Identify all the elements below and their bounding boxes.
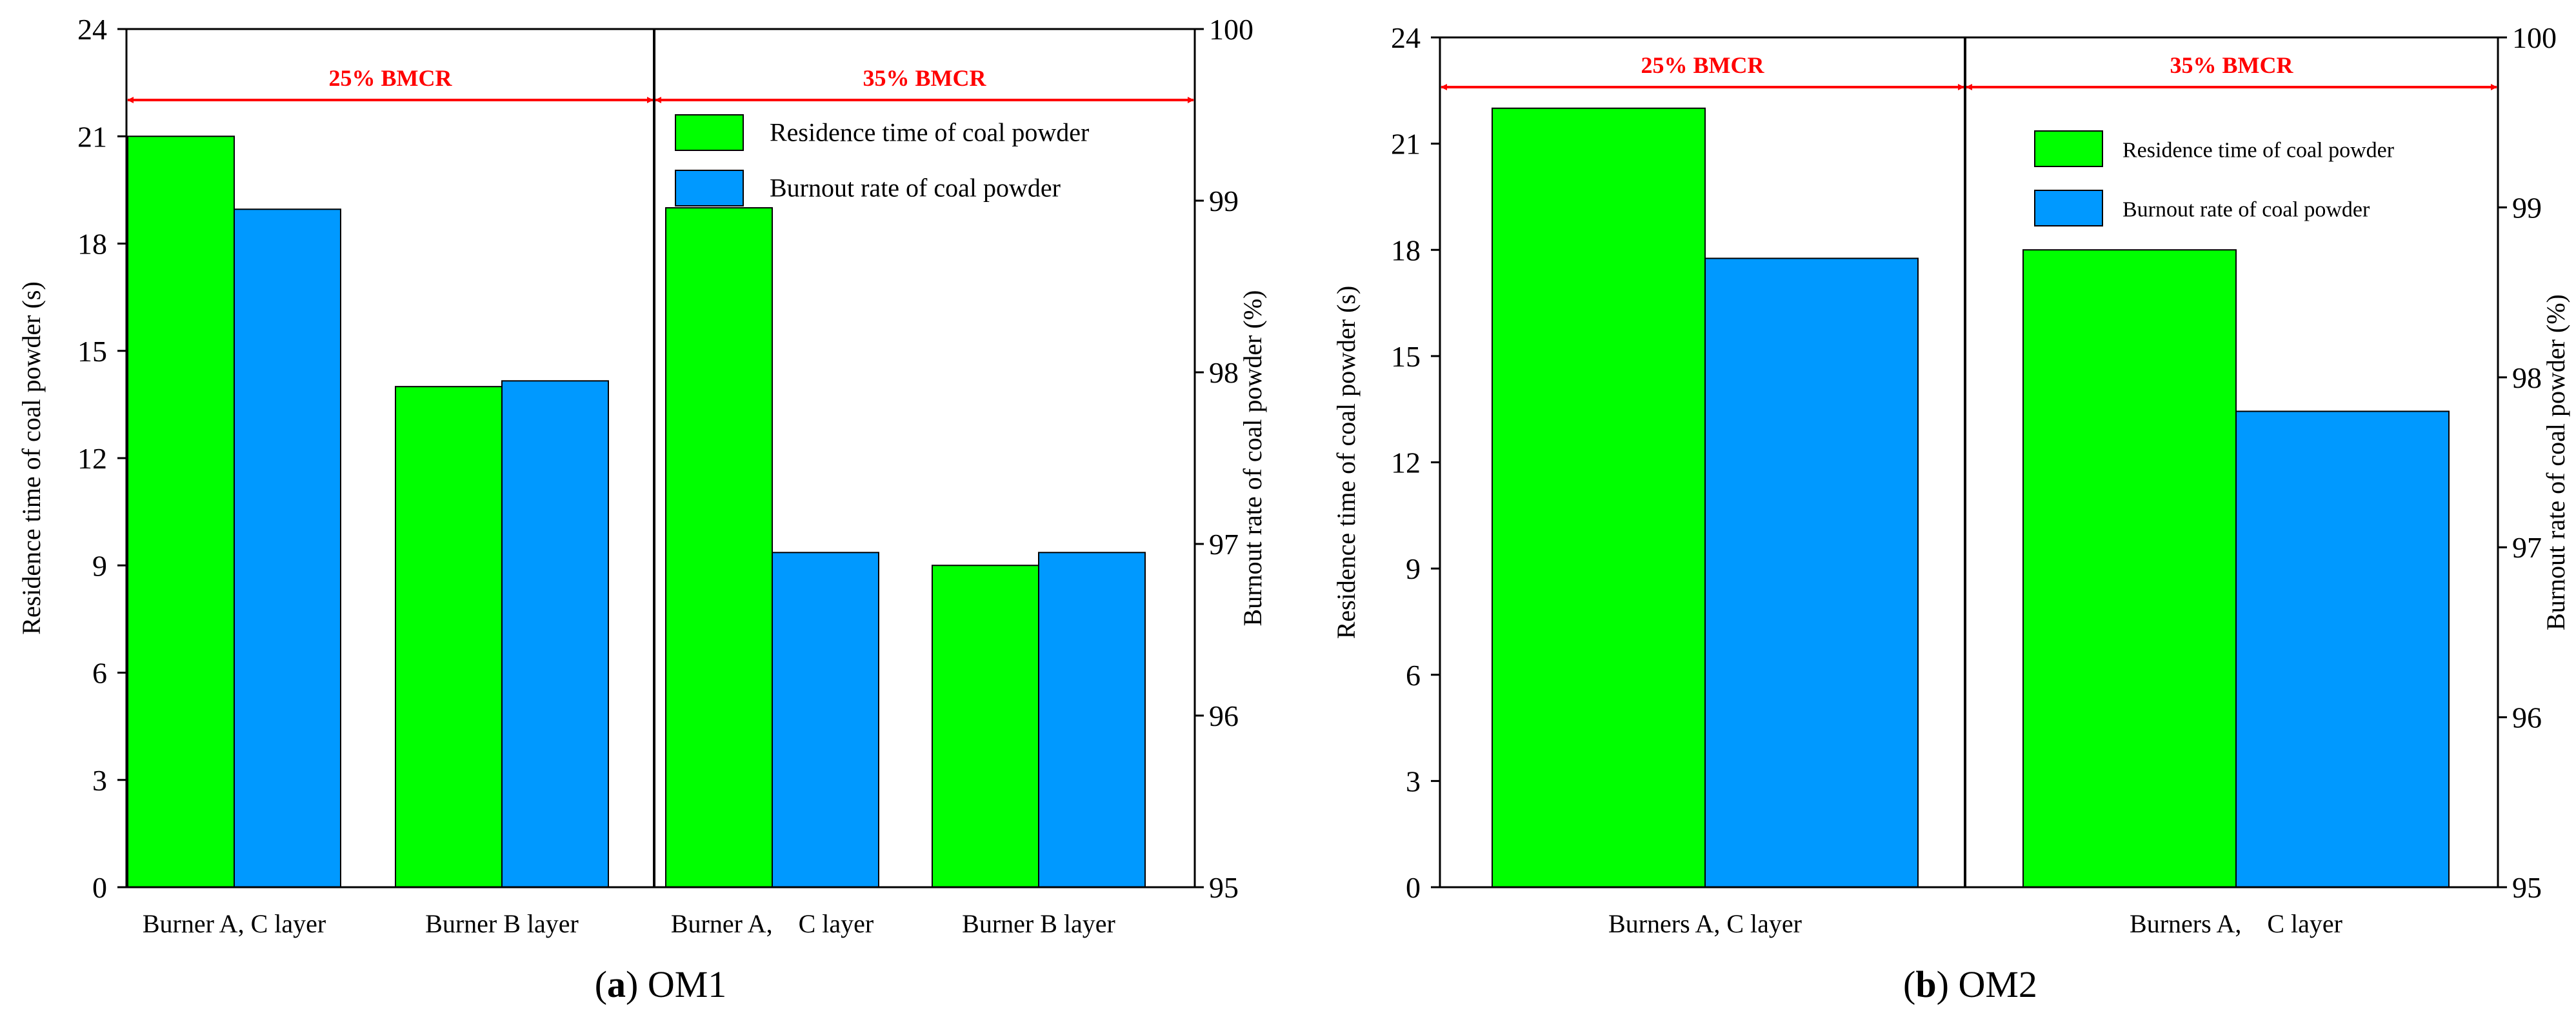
bmcr-label: 35% BMCR <box>863 65 987 91</box>
panel-caption: (b) OM2 <box>1903 963 2037 1005</box>
bars <box>127 136 1146 888</box>
left-axis-tick-label: 6 <box>1406 659 1421 692</box>
left-axis-tick-label: 9 <box>1406 552 1421 585</box>
bar-residence-time-4 <box>932 565 1039 888</box>
category-label: Burners A, C layer <box>1608 909 1802 938</box>
category-label: Burner B layer <box>425 909 579 938</box>
chart-panel-a: 25% BMCR 35% BMCR 0 3 6 9 12 15 18 21 24 95 96 97 98 99… <box>17 13 1267 1005</box>
legend-swatch-burnout-rate <box>2034 190 2103 226</box>
bars <box>1492 107 2450 888</box>
right-axis-tick-label: 98 <box>2512 361 2542 394</box>
bar-burnout-rate-3 <box>772 552 879 888</box>
left-axis-tick-label: 15 <box>77 335 107 368</box>
category-label: Burner A, C layer <box>143 909 326 938</box>
legend-label: Residence time of coal powder <box>2122 139 2395 163</box>
bar-burnout-rate-1 <box>1704 257 1919 888</box>
right-axis-tick-label: 99 <box>2512 191 2542 224</box>
caption-open-paren: ( <box>595 963 607 1005</box>
bar-residence-time-1 <box>127 136 235 888</box>
bar-residence-time-1 <box>1492 107 1706 888</box>
legend-swatch-residence-time <box>2034 130 2103 167</box>
legend: Residence time of coal powder Burnout rat… <box>2034 130 2395 226</box>
left-axis-tick-label: 3 <box>1406 765 1421 798</box>
left-axis-title: Residence time of coal powder (s) <box>1332 286 1361 639</box>
bar-burnout-rate-1 <box>234 208 341 888</box>
right-axis-tick-label: 95 <box>1209 871 1239 904</box>
chart-panel-b: 25% BMCR 35% BMCR 0 3 6 9 12 15 18 21 24 95 96 97 98 99… <box>1332 21 2570 1005</box>
left-axis-tick-label: 3 <box>92 764 107 797</box>
bmcr-label: 35% BMCR <box>2170 52 2294 78</box>
caption-name: OM1 <box>648 963 726 1005</box>
legend-label: Burnout rate of coal powder <box>2122 198 2370 222</box>
left-axis-tick-label: 18 <box>1391 234 1421 266</box>
right-axis-title: Burnout rate of coal powder (%) <box>1238 290 1267 627</box>
left-axis-tick-label: 24 <box>77 13 107 46</box>
right-axis-tick-label: 100 <box>2512 21 2557 54</box>
legend: Residence time of coal powder Burnout rat… <box>675 114 1089 206</box>
right-axis-tick-label: 97 <box>2512 531 2542 564</box>
right-axis-tick-label: 96 <box>1209 699 1239 732</box>
bar-burnout-rate-2 <box>2235 410 2450 888</box>
caption-letter: b <box>1915 963 1936 1005</box>
right-axis-title: Burnout rate of coal powder (%) <box>2541 294 2570 630</box>
caption-close-paren: ) <box>626 963 648 1005</box>
legend-swatch-residence-time <box>675 114 744 151</box>
legend-label: Residence time of coal powder <box>770 118 1089 147</box>
left-axis-tick-label: 12 <box>77 442 107 475</box>
panel-caption: (a) OM1 <box>595 963 727 1005</box>
bar-burnout-rate-2 <box>501 380 609 888</box>
bar-burnout-rate-4 <box>1038 552 1146 888</box>
caption-letter: a <box>607 963 626 1005</box>
bmcr-label: 25% BMCR <box>329 65 453 91</box>
left-axis-tick-label: 24 <box>1391 21 1421 54</box>
right-axis-tick-label: 99 <box>1209 185 1239 217</box>
left-axis-tick-label: 9 <box>92 549 107 582</box>
left-axis-tick-label: 21 <box>1391 128 1421 161</box>
legend-label: Burnout rate of coal powder <box>770 174 1061 203</box>
bar-residence-time-2 <box>395 386 503 888</box>
legend-swatch-burnout-rate <box>675 170 744 206</box>
right-axis-tick-label: 96 <box>2512 701 2542 734</box>
right-axis-tick-label: 95 <box>2512 871 2542 904</box>
left-axis-tick-label: 21 <box>77 120 107 153</box>
bar-residence-time-2 <box>2022 249 2237 888</box>
left-axis-tick-label: 6 <box>92 657 107 690</box>
caption-name: OM2 <box>1958 963 2037 1005</box>
category-label: Burner B layer <box>962 909 1115 938</box>
category-label: Burners A, C layer <box>2130 909 2342 938</box>
category-label: Burner A, C layer <box>671 909 874 938</box>
left-axis-tick-label: 12 <box>1391 447 1421 479</box>
left-axis-tick-label: 18 <box>77 228 107 261</box>
right-axis-tick-label: 100 <box>1209 13 1253 46</box>
left-axis-tick-label: 0 <box>92 871 107 904</box>
caption-open-paren: ( <box>1903 963 1915 1005</box>
caption-close-paren: ) <box>1937 963 1959 1005</box>
bmcr-label: 25% BMCR <box>1641 52 1765 78</box>
left-axis-tick-label: 15 <box>1391 340 1421 373</box>
right-axis-tick-label: 97 <box>1209 528 1239 561</box>
right-axis-tick-label: 98 <box>1209 356 1239 389</box>
left-axis-title: Residence time of coal powder (s) <box>17 281 46 635</box>
bar-residence-time-3 <box>665 207 773 888</box>
left-axis-tick-label: 0 <box>1406 871 1421 904</box>
